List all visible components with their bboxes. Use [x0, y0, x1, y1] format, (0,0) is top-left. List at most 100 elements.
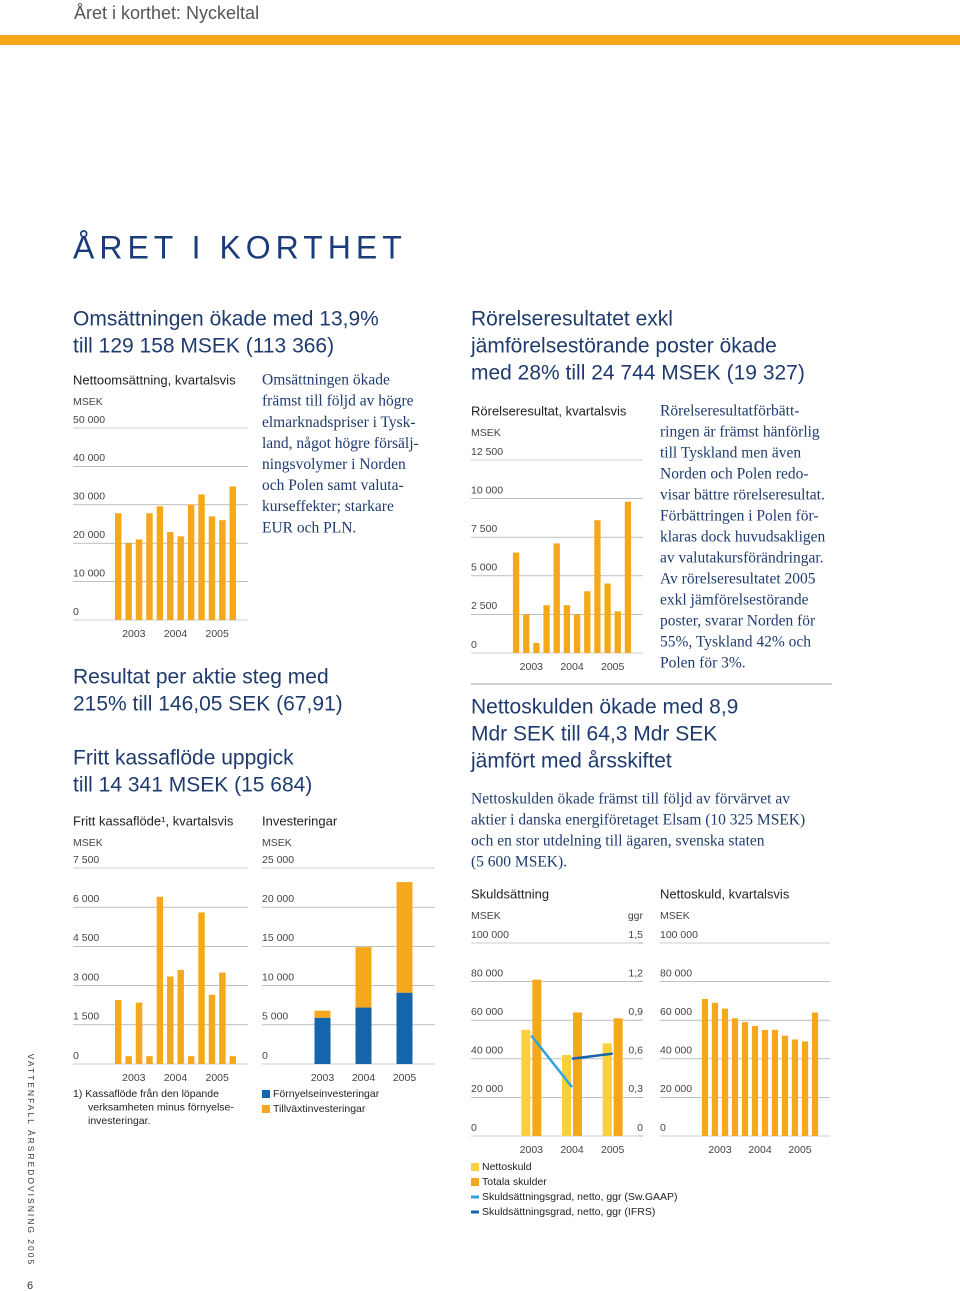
body-text: 55%, Tyskland 42% och — [660, 634, 811, 651]
body-text: exkl jämförelsestörande — [660, 592, 809, 609]
body-text: främst till följd av högre — [262, 393, 414, 410]
y-tick-label: 60 000 — [471, 1006, 503, 1018]
bar — [219, 972, 226, 1064]
bar — [187, 1056, 195, 1064]
body-text: aktier i danska energiföretaget Elsam (1… — [471, 812, 805, 829]
body-text: kurseffekter; starkare — [262, 498, 394, 515]
bar — [771, 1029, 779, 1136]
x-tick-label: 2003 — [311, 1072, 335, 1084]
bar — [614, 611, 621, 653]
x-tick-label: 2003 — [122, 628, 146, 640]
bar — [208, 516, 216, 620]
y2-tick-label: 0,9 — [628, 1006, 643, 1018]
legend-label: Förnyelseinvesteringar — [273, 1088, 380, 1100]
bar — [604, 583, 611, 653]
side-text: VATTENFALL ÅRSREDOVISNING 2005 — [26, 1054, 36, 1266]
y-tick-label: 5 000 — [262, 1011, 288, 1023]
y-tick-label: 0 — [262, 1050, 268, 1062]
body-text: land, något högre försälj- — [262, 435, 419, 452]
bar — [156, 506, 164, 620]
y-tick-label: 0 — [471, 639, 477, 651]
bar — [167, 532, 174, 620]
body-text: Omsättningen ökade — [262, 372, 390, 389]
y-tick-label: 10 000 — [262, 971, 294, 983]
headline: Mdr SEK till 64,3 Mdr SEK — [471, 723, 717, 746]
bar — [125, 543, 132, 620]
footnote: investeringar. — [88, 1115, 150, 1127]
y-tick-label: 20 000 — [471, 1083, 503, 1095]
bar — [396, 992, 413, 1064]
x-tick-label: 2003 — [520, 1144, 544, 1156]
body-text: och Polen samt valuta- — [262, 477, 404, 494]
axis-unit: ggr — [628, 910, 644, 922]
bar — [156, 896, 164, 1064]
y-tick-label: 20 000 — [660, 1083, 692, 1095]
x-tick-label: 2004 — [748, 1144, 772, 1156]
y-tick-label: 7 500 — [471, 523, 497, 535]
legend-label: Nettoskuld — [482, 1161, 532, 1173]
x-tick-label: 2003 — [708, 1144, 732, 1156]
y-tick-label: 30 000 — [73, 491, 105, 503]
bar — [563, 605, 571, 653]
y2-tick-label: 0,3 — [628, 1083, 643, 1095]
headline: till 129 158 MSEK (113 366) — [73, 335, 334, 358]
bar — [751, 1025, 759, 1136]
x-tick-label: 2005 — [601, 1144, 625, 1156]
y-tick-label: 80 000 — [660, 967, 692, 979]
y2-tick-label: 1,5 — [628, 929, 643, 941]
x-tick-label: 2005 — [393, 1072, 417, 1084]
bar — [512, 552, 520, 653]
y-tick-label: 3 000 — [73, 971, 99, 983]
footnote: verksamheten minus förnyelse- — [88, 1101, 234, 1113]
body-text: Förbättringen i Polen för- — [660, 508, 819, 525]
bar — [584, 591, 591, 653]
chart-title: Rörelseresultat, kvartalsvis — [471, 403, 627, 418]
y-tick-label: 10 000 — [73, 567, 105, 579]
y-tick-label: 0 — [73, 606, 79, 618]
bar — [781, 1035, 789, 1136]
bar — [114, 999, 122, 1064]
bar — [761, 1029, 769, 1136]
bar — [146, 1056, 153, 1064]
y-tick-label: 50 000 — [73, 414, 105, 426]
bar — [523, 614, 530, 653]
body-text: klaras dock huvudsakligen — [660, 529, 826, 546]
bar — [533, 642, 540, 653]
y-tick-label: 80 000 — [471, 967, 503, 979]
x-tick-label: 2005 — [788, 1144, 812, 1156]
legend-swatch — [262, 1090, 270, 1098]
y-tick-label: 0 — [471, 1122, 477, 1134]
legend-label: Tillväxtinvesteringar — [273, 1103, 366, 1115]
bar — [114, 513, 122, 620]
axis-unit: MSEK — [73, 837, 103, 849]
bar — [532, 979, 542, 1136]
y-tick-label: 10 000 — [471, 484, 503, 496]
bar — [135, 1002, 143, 1064]
headline: Rörelseresultatet exkl — [471, 308, 673, 331]
bar — [135, 539, 143, 620]
bar — [208, 994, 216, 1064]
headline: Nettoskulden ökade med 8,9 — [471, 696, 738, 719]
bar — [731, 1018, 739, 1136]
body-text: (5 600 MSEK). — [471, 854, 567, 871]
body-text: ringen är främst hänförlig — [660, 424, 820, 441]
headline: till 14 341 MSEK (15 684) — [73, 774, 312, 797]
y-tick-label: 6 000 — [73, 893, 99, 905]
bar — [553, 543, 560, 653]
bar — [811, 1012, 819, 1136]
x-tick-label: 2003 — [520, 661, 544, 673]
bar — [791, 1039, 799, 1136]
y-tick-label: 60 000 — [660, 1006, 692, 1018]
y-tick-label: 40 000 — [73, 452, 105, 464]
axis-unit: MSEK — [471, 910, 501, 922]
bar — [314, 1010, 331, 1018]
y-tick-label: 4 500 — [73, 932, 99, 944]
y2-tick-label: 1,2 — [628, 967, 643, 979]
y-tick-label: 1 500 — [73, 1011, 99, 1023]
page-heading: ÅRET I KORTHET — [73, 229, 407, 265]
body-text: ningsvolymer i Norden — [262, 456, 406, 473]
legend-swatch — [262, 1105, 270, 1113]
x-tick-label: 2004 — [352, 1072, 376, 1084]
legend-label: Skuldsättningsgrad, netto, ggr (IFRS) — [482, 1206, 655, 1218]
